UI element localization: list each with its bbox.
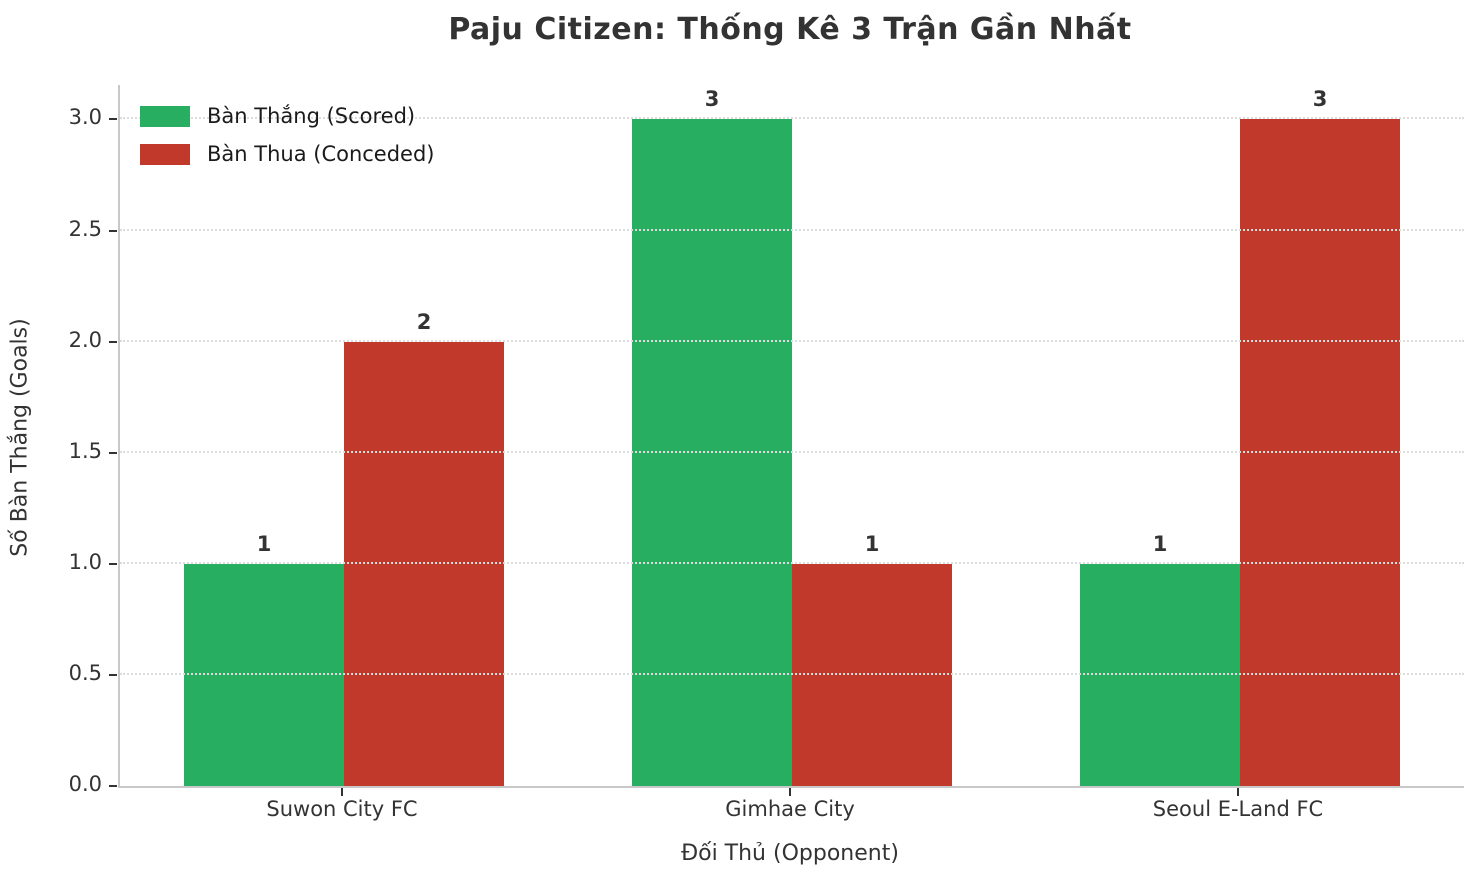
- bar-value-label: 1: [864, 531, 880, 556]
- y-tick-mark: [109, 785, 117, 787]
- y-tick-mark: [109, 229, 117, 232]
- y-tick-label-0.0: 0.0: [68, 772, 102, 796]
- bar-value-label: 3: [704, 87, 720, 112]
- y-tick-mark: [109, 562, 117, 565]
- legend: Bàn Thắng (Scored) Bàn Thua (Conceded): [140, 104, 435, 180]
- x-axis-label: Đối Thủ (Opponent): [681, 841, 899, 866]
- legend-item-0: Bàn Thắng (Scored): [140, 104, 435, 128]
- bar-conceded-1: [792, 563, 952, 786]
- x-tick-mark: [341, 788, 343, 796]
- bar-value-label: 1: [1152, 531, 1168, 556]
- bar-scored-2: [1080, 563, 1240, 786]
- y-tick-mark: [109, 673, 117, 676]
- x-tick-label-0: Suwon City FC: [266, 797, 418, 821]
- legend-swatch-icon: [140, 105, 190, 127]
- y-tick-label-3.0: 3.0: [68, 105, 102, 130]
- bar-value-label: 3: [1312, 87, 1328, 112]
- y-tick-label-1.5: 1.5: [68, 438, 102, 463]
- bar-value-label: 2: [416, 309, 432, 334]
- bar-scored-1: [632, 119, 792, 786]
- x-tick-label-1: Gimhae City: [725, 797, 855, 821]
- y-tick-label-1.0: 1.0: [68, 549, 102, 574]
- chart-title: Paju Citizen: Thống Kê 3 Trận Gần Nhất: [448, 12, 1132, 47]
- plot-area: 1 2 3 1 1 3 Bàn Thắng (Scored) Bàn Thua (Conce…: [118, 85, 1464, 788]
- x-tick-label-2: Seoul E-Land FC: [1152, 797, 1324, 821]
- y-tick-mark: [109, 451, 117, 454]
- legend-label: Bàn Thua (Conceded): [207, 142, 435, 166]
- y-tick-label-0.5: 0.5: [68, 660, 102, 685]
- bar-conceded-2: [1240, 119, 1400, 786]
- x-tick-mark: [789, 788, 791, 796]
- y-tick-label-2.5: 2.5: [68, 216, 102, 241]
- y-axis-label: Số Bàn Thắng (Goals): [7, 318, 33, 557]
- y-tick-mark: [109, 340, 117, 343]
- legend-label: Bàn Thắng (Scored): [207, 104, 416, 128]
- bar-conceded-0: [344, 341, 504, 786]
- legend-item-1: Bàn Thua (Conceded): [140, 142, 435, 166]
- legend-swatch-icon: [140, 143, 190, 165]
- bar-value-label: 1: [256, 531, 272, 556]
- y-tick-label-2.0: 2.0: [68, 327, 102, 352]
- x-tick-mark: [1237, 788, 1239, 796]
- y-tick-mark: [109, 118, 117, 121]
- bar-scored-0: [184, 563, 344, 786]
